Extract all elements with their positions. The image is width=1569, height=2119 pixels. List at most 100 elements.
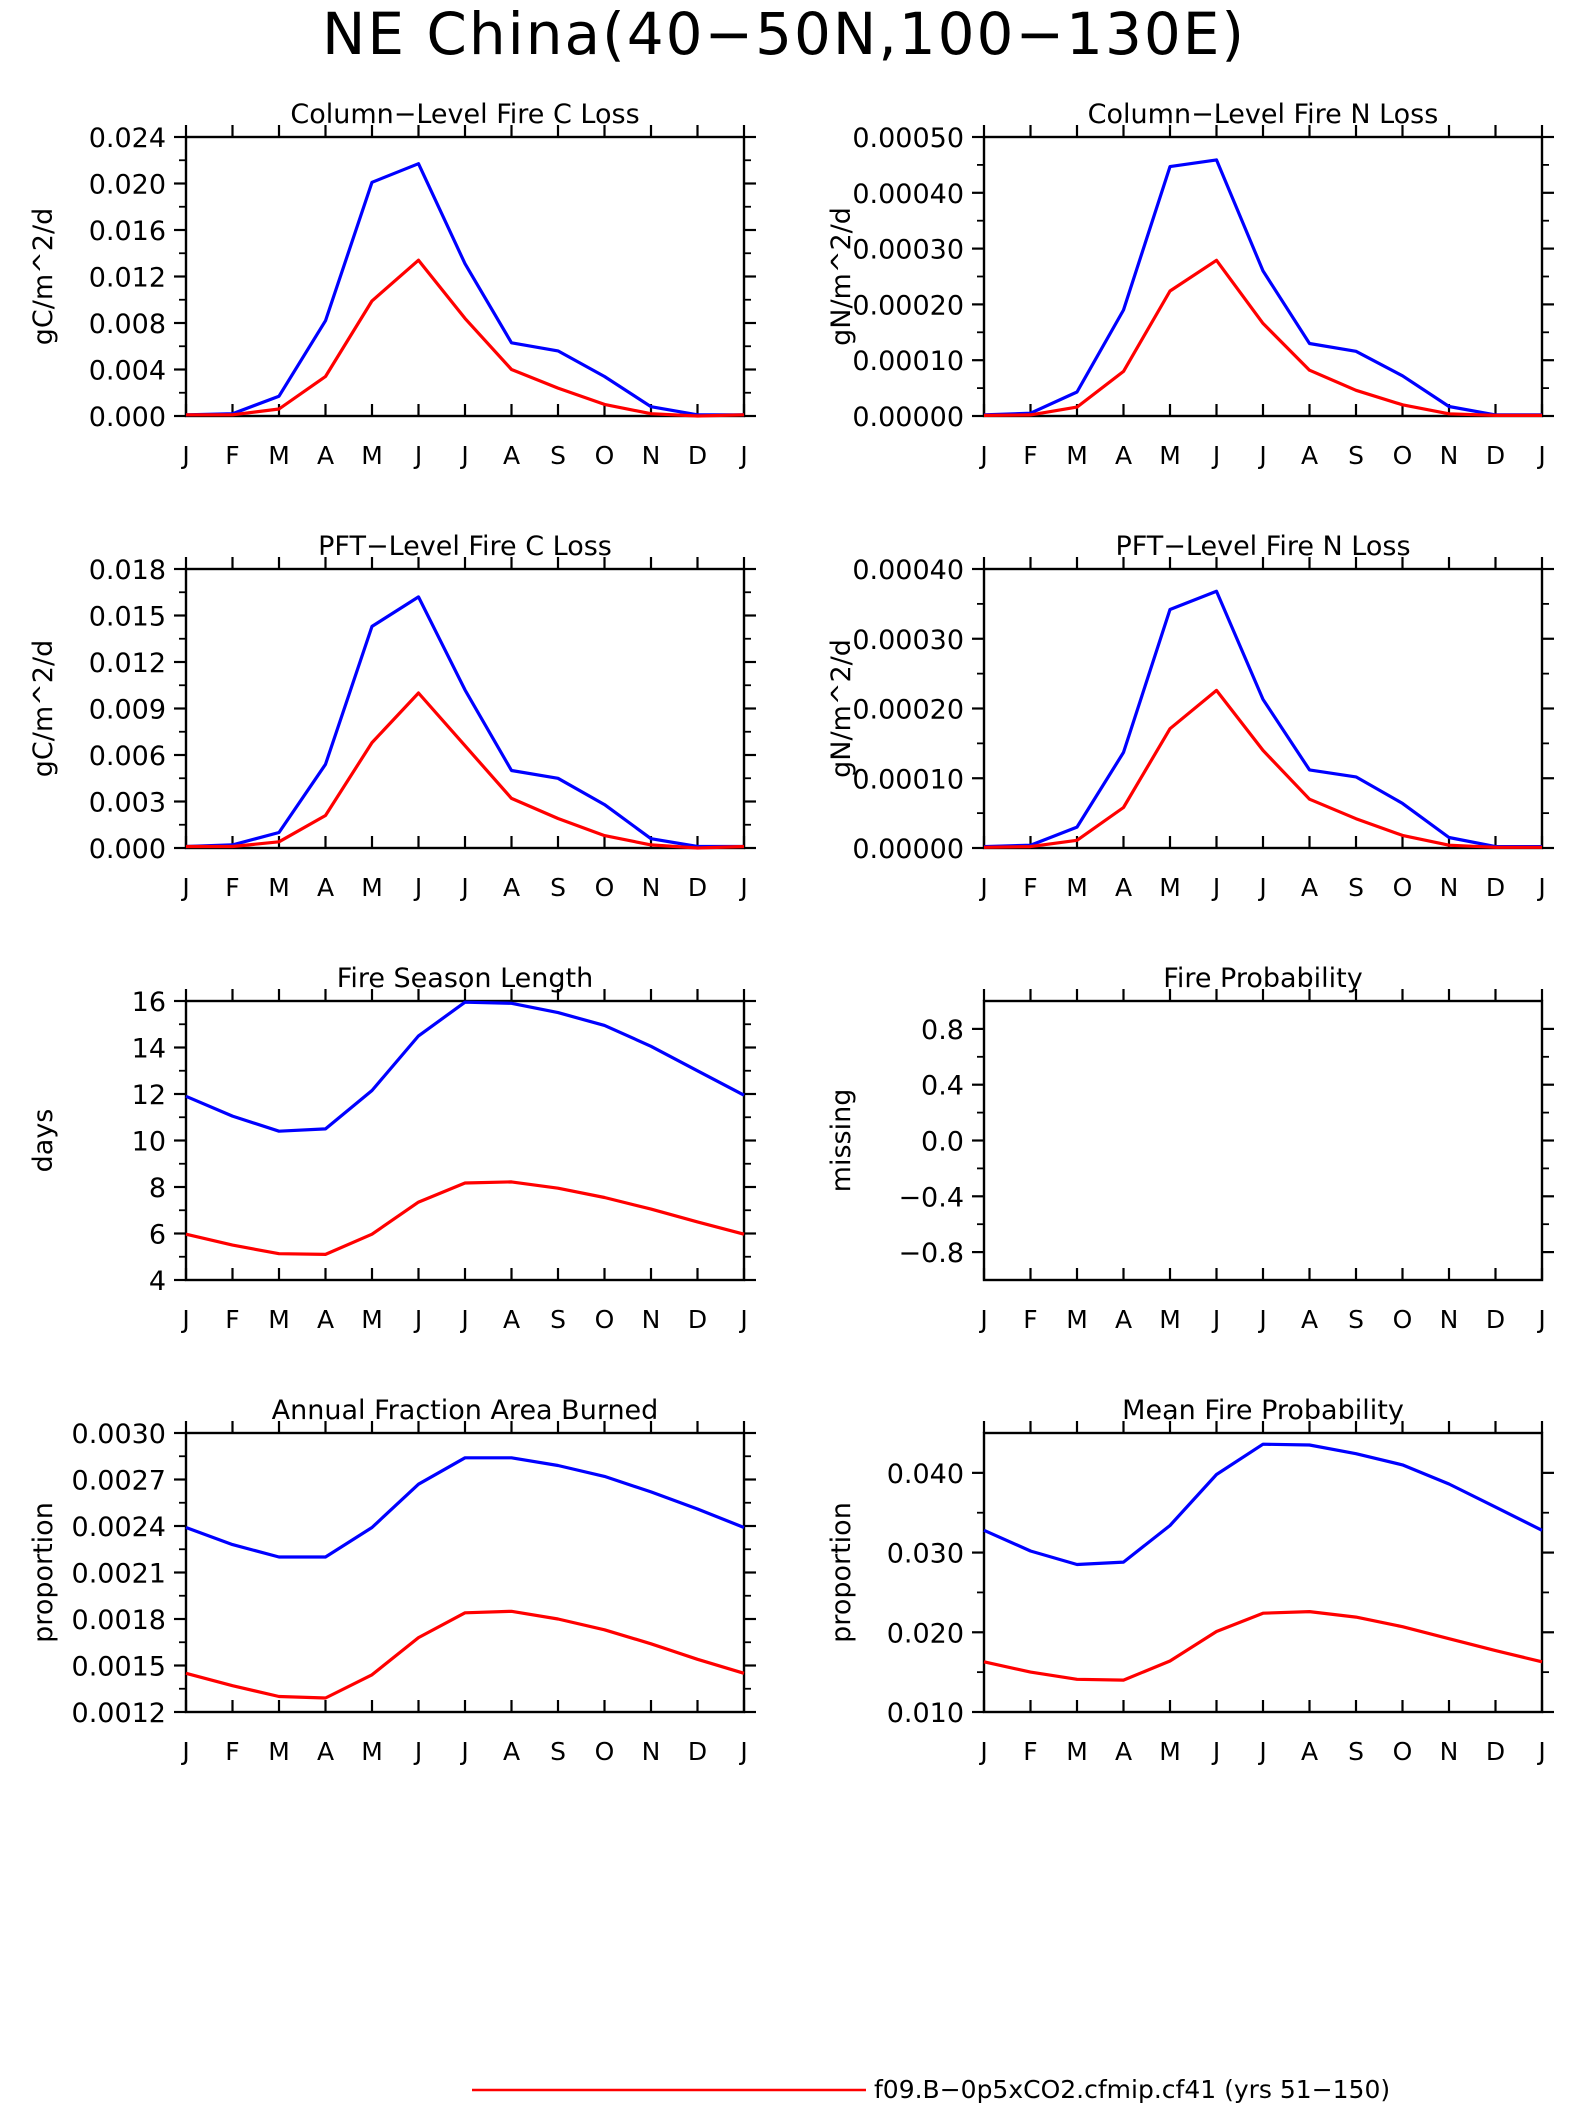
chart-4-xtick-label: D [1486,873,1505,902]
chart-3-ytick-label: 0.018 [89,555,166,586]
chart-2-series-1-line [983,158,1542,417]
chart-6-ytick-label: 0.0 [921,1127,964,1158]
chart-4-ytick-label: 0.00020 [852,695,964,726]
chart-1-xtick-label: O [595,441,615,470]
chart-3-ytick-label: 0.000 [89,834,166,865]
chart-2-xtick-label: J [1257,441,1266,470]
chart-1-xtick-label: F [225,441,239,470]
chart-2-xtick-label: A [1115,441,1132,470]
chart-4-xtick-label: M [1066,873,1088,902]
chart-1-frame [184,135,746,418]
chart-3-xtick-label: M [361,873,383,902]
chart-1-xtick-label: N [642,441,661,470]
chart-7-ytick-label: 0.0012 [72,1698,166,1729]
chart-6-xtick-label: S [1348,1305,1364,1334]
chart-5-xtick-label: N [642,1305,661,1334]
chart-2-xtick-label: A [1301,441,1318,470]
chart-5-ytick-label: 14 [132,1034,166,1065]
chart-8-ytick-label: 0.040 [887,1459,964,1490]
chart-2-xtick-label: O [1393,441,1413,470]
chart-1-xtick-label: D [688,441,707,470]
chart-6-ytick-label: −0.4 [898,1182,964,1213]
chart-6-ytick-label: −0.8 [898,1238,964,1269]
chart-6-ylabel: missing [826,1089,857,1193]
chart-8-xtick-label: J [1211,1737,1220,1766]
chart-1-series-1-line [185,162,744,417]
chart-4-ytick-label: 0.00000 [852,834,964,865]
chart-8-xtick-label: D [1486,1737,1505,1766]
chart-8-xtick-label: J [1257,1737,1266,1766]
chart-2-xtick-label: N [1440,441,1459,470]
chart-4-xtick-label: A [1115,873,1132,902]
chart-1-xtick-label: J [738,441,747,470]
chart-3-ylabel: gC/m^2/d [28,640,59,777]
chart-3-xtick-label: J [459,873,468,902]
chart-4-xtick-label: M [1159,873,1181,902]
chart-5-xtick-label: S [550,1305,566,1334]
chart-1-xtick-label: J [180,441,189,470]
chart-2-ytick-label: 0.00010 [852,346,964,377]
chart-5-xtick-label: J [738,1305,747,1334]
chart-7-xtick-label: M [361,1737,383,1766]
chart-6-xtick-label: J [1211,1305,1220,1334]
chart-7-ytick-label: 0.0021 [72,1559,166,1590]
chart-8-title: Mean Fire Probability [1122,1395,1404,1426]
chart-3-ytick-label: 0.015 [89,602,166,633]
chart-5-ytick-label: 12 [132,1080,166,1111]
chart-7-xtick-label: J [413,1737,422,1766]
chart-7-xtick-label: O [595,1737,615,1766]
chart-2-ytick-label: 0.00040 [852,179,964,210]
chart-3-series-1-line [185,595,744,849]
figure-title: NE China(40−50N,100−130E) [322,0,1246,68]
chart-1-xtick-label: M [361,441,383,470]
chart-3-ytick-label: 0.003 [89,788,166,819]
chart-1-xtick-label: A [317,441,334,470]
chart-1-ytick-label: 0.004 [89,356,166,387]
chart-5-series-1-line [185,1000,745,1133]
chart-2-xtick-label: S [1348,441,1364,470]
chart-2-xtick-label: D [1486,441,1505,470]
chart-7-xtick-label: J [738,1737,747,1766]
chart-8-series-1-line [983,1442,1543,1567]
chart-2-ytick-label: 0.00020 [852,290,964,321]
chart-1-ytick-label: 0.024 [89,123,166,154]
chart-2-ytick-label: 0.00030 [852,235,964,266]
chart-8-ytick-label: 0.020 [887,1618,964,1649]
chart-8-ytick-label: 0.010 [887,1698,964,1729]
chart-7-ylabel: proportion [28,1502,59,1643]
chart-8-xtick-label: M [1066,1737,1088,1766]
chart-5-title: Fire Season Length [337,963,593,994]
chart-3-xtick-label: N [642,873,661,902]
chart-5-xtick-label: J [459,1305,468,1334]
chart-3-ytick-label: 0.006 [89,741,166,772]
chart-3-xtick-label: M [268,873,290,902]
chart-6-title: Fire Probability [1163,963,1363,994]
chart-4-frame [982,567,1544,850]
chart-5-xtick-label: M [361,1305,383,1334]
chart-2-xtick-label: M [1066,441,1088,470]
chart-4-series-1-line [983,589,1542,849]
chart-6-xtick-label: A [1301,1305,1318,1334]
chart-7-series-2-line [185,1609,745,1700]
chart-5-xtick-label: J [180,1305,189,1334]
chart-8-xtick-label: J [1536,1737,1545,1766]
chart-7-xtick-label: J [459,1737,468,1766]
chart-4-xtick-label: J [978,873,987,902]
legend: f09.B−0p5xCO2.cfmip.cf41 (yrs 51−150) [472,2075,1390,2104]
chart-1-xtick-label: S [550,441,566,470]
chart-5-ylabel: days [28,1109,59,1173]
chart-1-xtick-label: A [503,441,520,470]
chart-7-xtick-label: N [642,1737,661,1766]
chart-2-title: Column−Level Fire N Loss [1088,99,1439,130]
chart-2-ytick-label: 0.00000 [852,402,964,433]
chart-6-xtick-label: F [1023,1305,1037,1334]
chart-1-xtick-label: J [413,441,422,470]
chart-8-xtick-label: F [1023,1737,1037,1766]
chart-7-ytick-label: 0.0018 [72,1605,166,1636]
chart-1-ytick-label: 0.008 [89,309,166,340]
chart-3-xtick-label: A [503,873,520,902]
